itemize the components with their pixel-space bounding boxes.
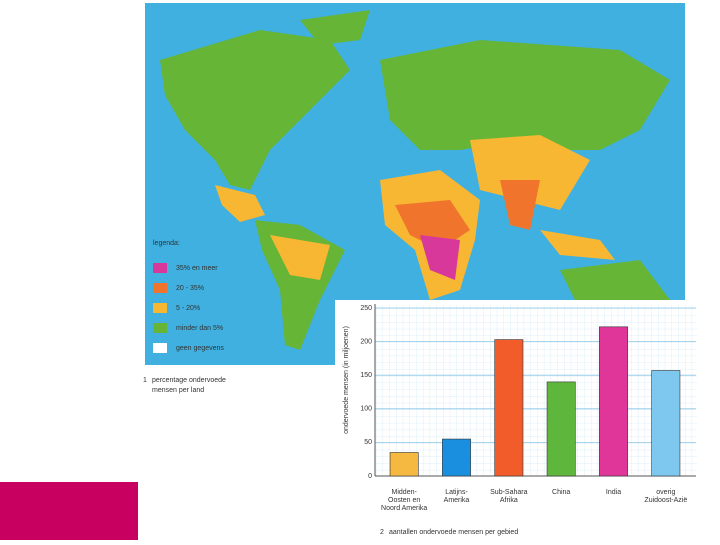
- y-tick-label: 100: [360, 406, 372, 413]
- chart-caption: aantallen ondervoede mensen per gebied: [389, 529, 518, 536]
- legend-label: minder dan 5%: [176, 325, 223, 332]
- legend-title: legenda:: [153, 240, 180, 247]
- y-tick-label: 200: [360, 338, 372, 345]
- accent-block: [0, 482, 138, 540]
- legend-swatch: [153, 303, 167, 313]
- bar: [651, 370, 681, 477]
- x-tick-label: China: [552, 489, 570, 496]
- map-legend: 35% en meer 20 - 35% 5 - 20% minder dan 5% g…: [153, 263, 224, 353]
- bar: [599, 326, 628, 477]
- chart-caption-number: 2: [380, 529, 384, 536]
- y-axis-label: ondervoede mensen (in miljoenen): [343, 326, 350, 434]
- y-tick-label: 0: [368, 473, 372, 480]
- legend-label: 20 - 35%: [176, 285, 204, 292]
- x-tick-label: Midden-Oosten en Noord Amerika: [381, 489, 427, 512]
- legend-swatch: [153, 323, 167, 333]
- x-tick-label: Latijns-Amerika: [444, 489, 470, 504]
- map-caption: mensen per land: [152, 387, 204, 394]
- legend-label: 35% en meer: [176, 265, 218, 272]
- bar: [442, 438, 471, 477]
- legend-swatch: [153, 343, 167, 353]
- x-tick-label: Sub-Sahara Afrika: [490, 489, 527, 504]
- y-tick-label: 150: [360, 372, 372, 379]
- bar: [546, 381, 576, 477]
- bar: [389, 452, 419, 477]
- y-tick-label: 50: [364, 439, 372, 446]
- x-tick-label: overig Zuidoost-Azië: [644, 489, 687, 504]
- legend-label: 5 - 20%: [176, 305, 200, 312]
- chart-paper: [375, 305, 697, 476]
- map-caption: percentage ondervoede: [152, 377, 226, 384]
- bar: [494, 339, 524, 477]
- world-map: 35% en meer 20 - 35% 5 - 20% minder dan 5% g…: [145, 3, 685, 365]
- x-tick-label: India: [606, 489, 621, 496]
- legend-label: geen gegevens: [176, 345, 224, 352]
- map-caption-number: 1: [143, 377, 147, 384]
- legend-swatch: [153, 263, 167, 273]
- y-tick-label: 250: [360, 305, 372, 312]
- legend-swatch: [153, 283, 167, 293]
